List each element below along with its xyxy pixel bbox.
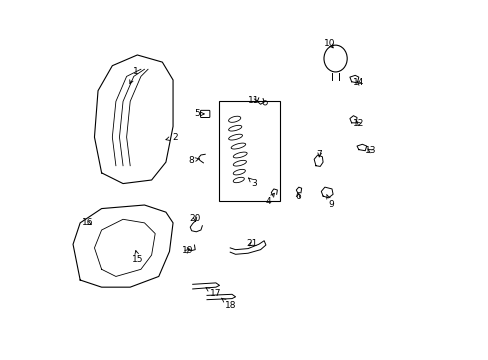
- Text: 3: 3: [248, 178, 257, 188]
- Text: 8: 8: [188, 156, 199, 165]
- Text: 18: 18: [221, 298, 236, 310]
- Text: 14: 14: [352, 78, 364, 87]
- Text: 6: 6: [295, 192, 300, 201]
- Text: 9: 9: [326, 194, 333, 209]
- Text: 15: 15: [132, 251, 143, 264]
- Text: 13: 13: [364, 146, 375, 155]
- Text: 2: 2: [165, 132, 177, 141]
- Text: 11: 11: [248, 96, 259, 105]
- Text: 12: 12: [352, 119, 364, 128]
- Text: 20: 20: [189, 214, 201, 223]
- Text: 5: 5: [194, 109, 204, 118]
- Text: 17: 17: [205, 288, 221, 298]
- Text: 10: 10: [323, 39, 335, 48]
- Text: 7: 7: [316, 150, 322, 159]
- Text: 16: 16: [82, 219, 94, 228]
- Text: 21: 21: [246, 239, 258, 248]
- Text: 1: 1: [129, 67, 138, 84]
- Text: 19: 19: [181, 246, 193, 255]
- Bar: [219, 102, 280, 202]
- Text: 4: 4: [265, 193, 274, 206]
